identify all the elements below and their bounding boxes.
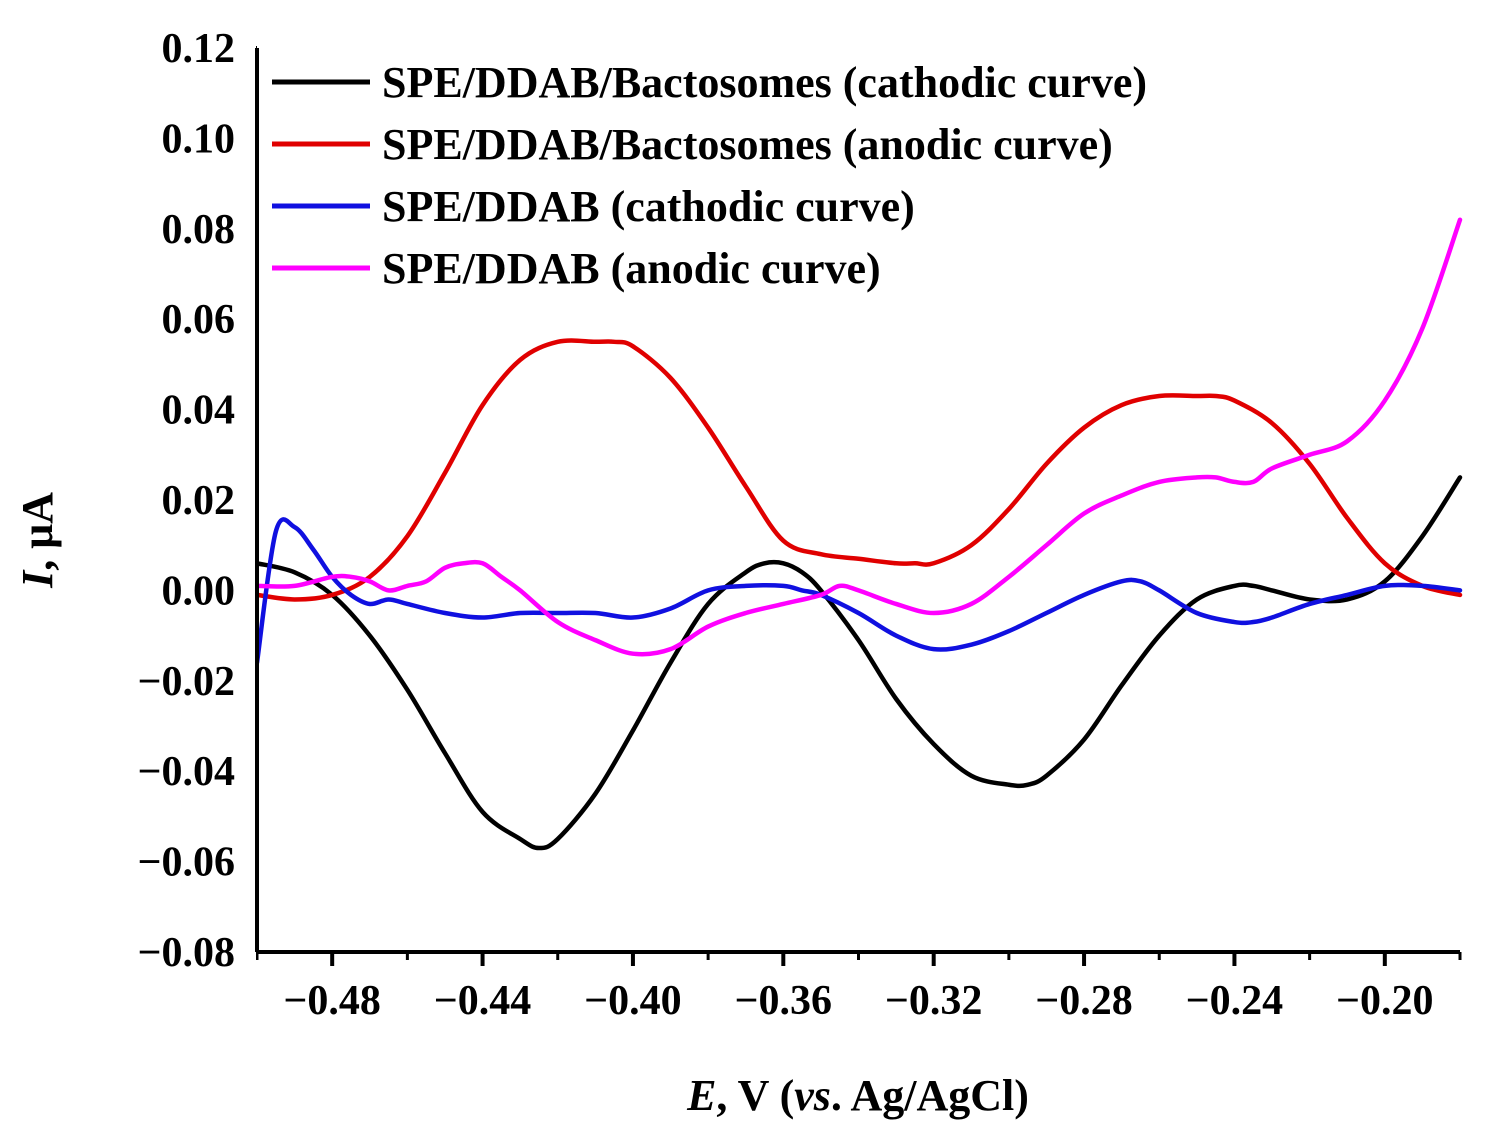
series-line-2 [254,338,1463,602]
series-line-3 [254,517,1463,665]
y-tick-label: 0.02 [162,478,236,524]
series-layer [254,217,1463,851]
y-tick-label: −0.02 [138,659,235,705]
x-tick-label: −0.36 [735,978,832,1024]
legend-label: SPE/DDAB/Bactosomes (cathodic curve) [382,58,1147,107]
y-tick-label: 0.06 [162,297,236,343]
y-tick-label: 0.04 [162,388,236,434]
legend: SPE/DDAB/Bactosomes (cathodic curve) SPE/… [272,58,1147,293]
y-tick-label: −0.06 [138,840,235,886]
x-tick-label: −0.32 [885,978,982,1024]
y-tick-label: 0.12 [162,26,236,72]
y-tick-label: 0.08 [162,207,236,253]
y-tick-label: −0.04 [138,749,235,795]
x-tick-label: −0.20 [1336,978,1433,1024]
y-tick-label: 0.10 [162,116,236,162]
x-tick-label: −0.40 [584,978,681,1024]
y-axis-title: I, μA [13,492,62,589]
x-tick-label: −0.48 [283,978,380,1024]
x-tick-label: −0.28 [1035,978,1132,1024]
plot-mask-left [0,0,256,1146]
axis-labels-layer: −0.08 −0.06 −0.04 −0.02 0.00 0.02 0.04 0.06 0.08… [138,26,1434,1024]
legend-label: SPE/DDAB (anodic curve) [382,244,881,293]
series-line-4 [254,217,1463,657]
x-tick-label: −0.24 [1186,978,1283,1024]
series-line-1 [254,475,1463,851]
y-tick-label: 0.00 [162,568,236,614]
legend-label: SPE/DDAB/Bactosomes (anodic curve) [382,120,1113,169]
x-tick-label: −0.44 [434,978,531,1024]
x-axis-title: E, V (vs. Ag/AgCl) [686,1071,1029,1120]
legend-label: SPE/DDAB (cathodic curve) [382,182,915,231]
y-tick-label: −0.08 [138,930,235,976]
